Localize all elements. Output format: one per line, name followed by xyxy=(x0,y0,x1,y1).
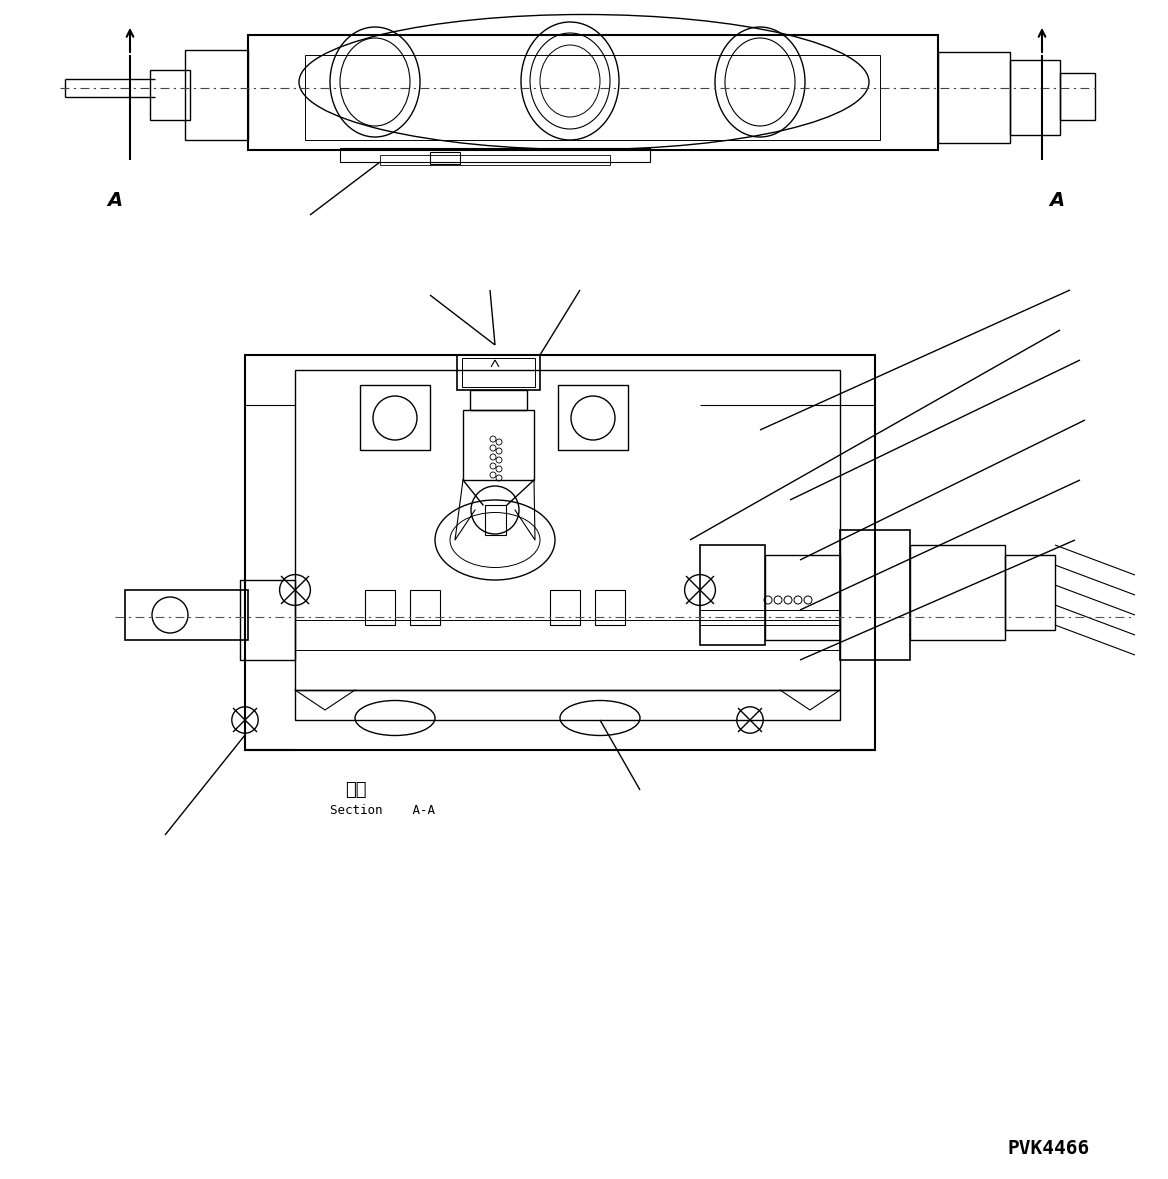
Text: A: A xyxy=(107,191,123,210)
Bar xyxy=(938,52,1010,143)
Bar xyxy=(470,390,527,410)
Bar xyxy=(1061,73,1096,120)
Bar xyxy=(364,590,395,625)
Bar xyxy=(305,55,880,140)
Bar xyxy=(485,505,506,535)
Bar xyxy=(765,555,840,640)
Bar xyxy=(185,50,248,140)
Bar xyxy=(910,545,1004,640)
Bar xyxy=(410,590,440,625)
Bar xyxy=(550,590,580,625)
Bar xyxy=(248,35,938,150)
Bar xyxy=(239,580,296,660)
Bar xyxy=(380,154,610,165)
Bar xyxy=(1004,555,1055,630)
Bar xyxy=(150,70,190,120)
Bar xyxy=(558,386,628,450)
Bar xyxy=(463,358,535,387)
Bar xyxy=(595,590,625,625)
Text: Section    A-A: Section A-A xyxy=(331,804,434,817)
Bar xyxy=(700,545,765,645)
Bar xyxy=(340,149,651,162)
Bar xyxy=(245,355,875,750)
Bar xyxy=(840,531,910,660)
Bar xyxy=(296,370,840,690)
Bar xyxy=(463,410,534,480)
Text: 断面: 断面 xyxy=(345,780,367,799)
Text: PVK4466: PVK4466 xyxy=(1008,1139,1090,1158)
Text: A: A xyxy=(1049,191,1064,210)
Bar xyxy=(125,590,248,640)
Bar xyxy=(296,690,840,720)
Bar xyxy=(457,355,540,390)
Bar xyxy=(430,152,460,164)
Bar xyxy=(360,386,430,450)
Bar xyxy=(1010,60,1061,136)
